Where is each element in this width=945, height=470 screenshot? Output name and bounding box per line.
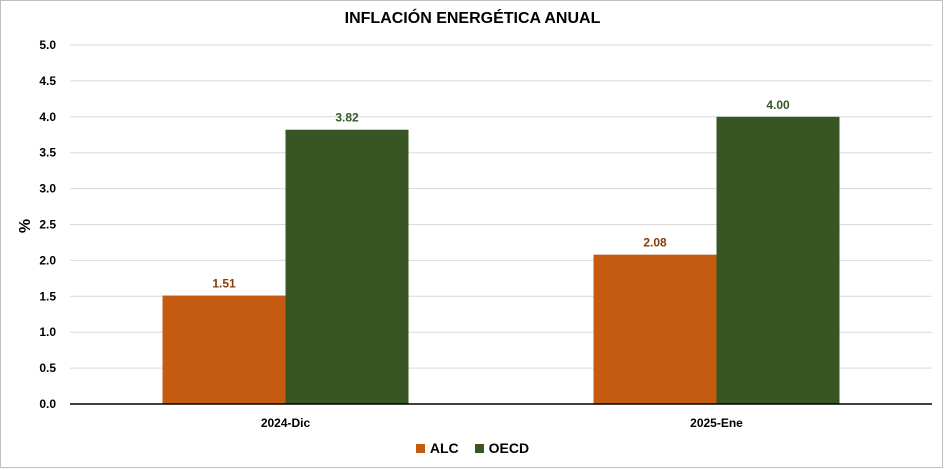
y-tick-label: 4.5 [39,74,56,88]
legend-swatch-alc [415,443,425,453]
y-tick-label: 0.5 [39,361,56,375]
legend-label-alc: ALC [429,440,459,456]
legend-swatch-oecd [474,443,484,453]
bar-oecd-2024-dic [285,129,409,404]
x-axis-categories: 2024-Dic 2025-Ene [261,416,743,430]
bars [162,116,840,405]
y-tick-label: 3.5 [39,146,56,160]
legend-item-alc: ALC [415,440,459,456]
y-axis-label: % [17,219,34,233]
bar-alc-2024-dic [162,295,286,404]
legend: ALC OECD [0,440,945,456]
y-tick-label: 2.5 [39,218,56,232]
y-tick-label: 2.0 [39,253,56,267]
bar-alc-2025-ene [593,254,717,404]
y-tick-label: 0.0 [39,397,56,411]
y-tick-label: 5.0 [39,38,56,52]
data-label: 4.00 [766,98,790,112]
x-category-label: 2025-Ene [690,416,743,430]
y-tick-label: 1.0 [39,325,56,339]
y-tick-label: 1.5 [39,289,56,303]
data-label: 1.51 [212,277,236,291]
legend-label-oecd: OECD [488,440,530,456]
data-label: 2.08 [643,236,667,250]
data-label: 3.82 [335,111,359,125]
y-axis-ticks: 0.0 0.5 1.0 1.5 2.0 2.5 3.0 3.5 4.0 4.5 5.0 [39,38,56,411]
y-tick-label: 4.0 [39,110,56,124]
data-labels: 1.51 3.82 2.08 4.00 [212,98,790,291]
legend-item-oecd: OECD [474,440,530,456]
bar-oecd-2025-ene [716,116,840,405]
x-category-label: 2024-Dic [261,416,311,430]
chart-title: INFLACIÓN ENERGÉTICA ANUAL [344,10,601,27]
y-tick-label: 3.0 [39,182,56,196]
